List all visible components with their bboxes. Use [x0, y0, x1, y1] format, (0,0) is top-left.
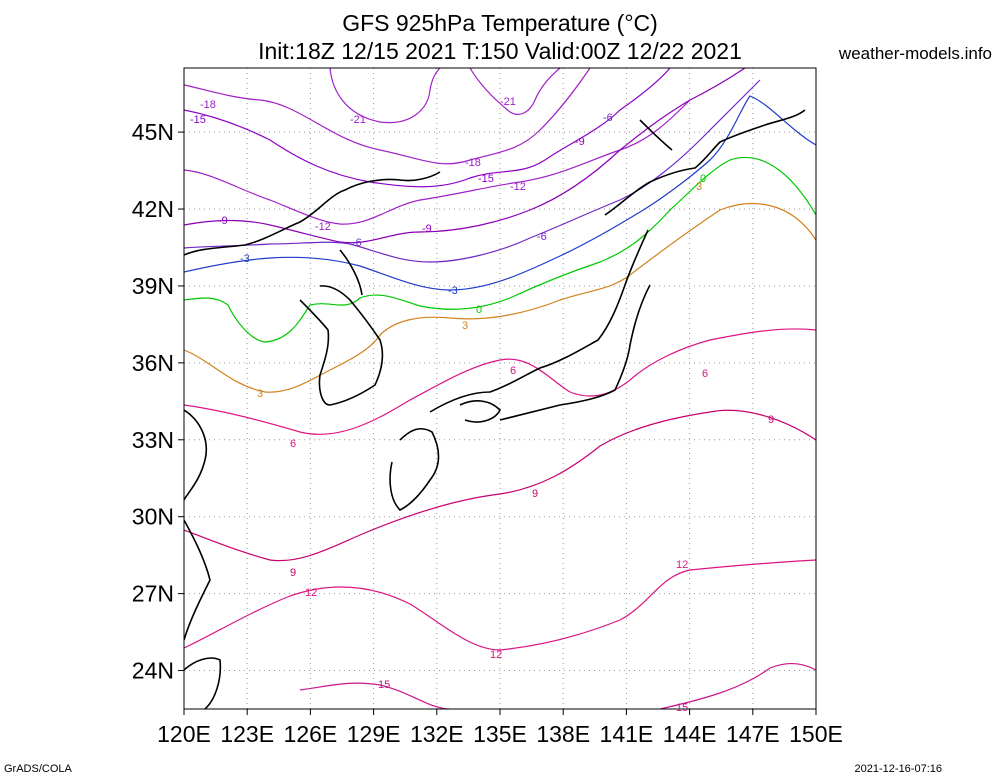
lat-tick-label: 33N — [132, 427, 174, 453]
contour-label: -6 — [603, 112, 613, 124]
lon-tick-label: 141E — [600, 721, 654, 747]
lat-tick-label: 36N — [132, 350, 174, 376]
lat-tick-label: 27N — [132, 581, 174, 607]
contour-m15 — [184, 68, 671, 188]
contour-label: -18 — [465, 157, 481, 169]
contour-label: 6 — [702, 368, 708, 380]
lat-tick-label: 24N — [132, 658, 174, 684]
contour-m18 — [184, 68, 591, 165]
lon-tick-label: 132E — [410, 721, 464, 747]
map-title: GFS 925hPa Temperature (°C) — [342, 10, 658, 36]
contour-0 — [184, 156, 816, 343]
lon-tick-label: 126E — [284, 721, 338, 747]
contour-label: 3 — [462, 320, 468, 332]
contour-label: -9 — [575, 136, 585, 148]
contour-label: -15 — [478, 173, 494, 185]
contour-12 — [184, 559, 816, 651]
contour-label: 15 — [676, 702, 688, 714]
lon-tick-label: 150E — [789, 721, 843, 747]
contour-label: 3 — [696, 181, 702, 193]
lat-tick-label: 39N — [132, 273, 174, 299]
contour-label: 12 — [490, 649, 502, 661]
contour-m9 — [184, 68, 746, 244]
map-subtitle: Init:18Z 12/15 2021 T:150 Valid:00Z 12/2… — [258, 38, 742, 64]
contour-label: -21 — [350, 114, 366, 126]
software-credit: GrADS/COLA — [4, 763, 72, 775]
contour-label: -12 — [315, 221, 331, 233]
contour-label: -3 — [448, 285, 458, 297]
contour-label: -12 — [510, 181, 526, 193]
contour-m6 — [184, 79, 761, 263]
contour-label: 6 — [510, 365, 516, 377]
lat-tick-label: 42N — [132, 196, 174, 222]
contour-label: 12 — [676, 559, 688, 571]
lon-tick-label: 135E — [473, 721, 527, 747]
latitude-labels: 45N 42N 39N 36N 33N 30N 27N 24N — [132, 119, 184, 684]
longitude-labels: 120E 123E 126E 129E 132E 135E 138E 141E 144E 147E… — [157, 709, 843, 747]
lon-tick-label: 123E — [220, 721, 274, 747]
timestamp: 2021-12-16-07:16 — [854, 763, 942, 775]
contour-m21 — [329, 68, 441, 124]
lat-tick-label: 30N — [132, 504, 174, 530]
contour-label: -9 — [422, 223, 432, 235]
contour-m3 — [184, 95, 816, 291]
lat-tick-label: 45N — [132, 119, 174, 145]
contour-label: 12 — [305, 587, 317, 599]
contour-label: 6 — [290, 438, 296, 450]
contour-9 — [184, 409, 816, 562]
lon-tick-label: 129E — [347, 721, 401, 747]
contour-labels: -21 -21 -18 -18 -15 -15 -12 -12 -9 -9 -9… — [190, 96, 774, 714]
contour-15b — [659, 662, 816, 709]
contour-label: -6 — [537, 231, 547, 243]
source-label: weather-models.info — [838, 44, 992, 63]
contour-label: -21 — [500, 96, 516, 108]
contour-label: 9 — [532, 488, 538, 500]
contour-label: 0 — [476, 304, 482, 316]
contour-15 — [299, 682, 451, 709]
contour-3 — [184, 203, 816, 393]
coastline — [184, 109, 806, 709]
contour-label: -15 — [190, 114, 206, 126]
lon-tick-label: 144E — [663, 721, 717, 747]
lon-tick-label: 147E — [726, 721, 780, 747]
contour-label: -18 — [200, 99, 216, 111]
contour-label: 9 — [290, 567, 296, 579]
contour-label: 9 — [768, 414, 774, 426]
contour-m21b — [469, 68, 561, 115]
contour-label: 3 — [257, 388, 263, 400]
contour-label: -3 — [240, 253, 250, 265]
lon-tick-label: 120E — [157, 721, 211, 747]
contour-label: -6 — [352, 237, 362, 249]
contour-label: 15 — [378, 679, 390, 691]
contour-6 — [184, 328, 816, 435]
contour-label: 0 — [700, 173, 706, 185]
lon-tick-label: 138E — [536, 721, 590, 747]
contour-label: -9 — [218, 215, 228, 227]
